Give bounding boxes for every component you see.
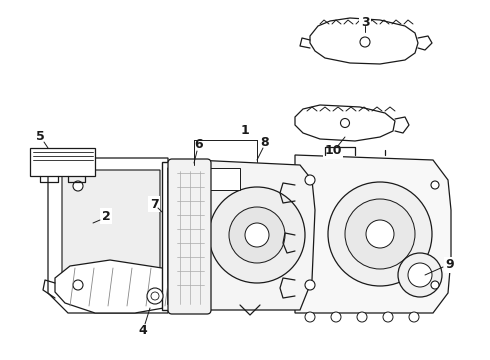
Text: 8: 8 bbox=[261, 135, 270, 148]
Circle shape bbox=[345, 199, 415, 269]
Polygon shape bbox=[55, 260, 193, 313]
Circle shape bbox=[383, 312, 393, 322]
Polygon shape bbox=[295, 105, 395, 141]
Polygon shape bbox=[48, 158, 168, 313]
Circle shape bbox=[431, 181, 439, 189]
Polygon shape bbox=[62, 170, 160, 301]
Circle shape bbox=[305, 175, 315, 185]
Circle shape bbox=[328, 182, 432, 286]
Text: 10: 10 bbox=[324, 144, 342, 158]
Circle shape bbox=[409, 312, 419, 322]
Text: 1: 1 bbox=[241, 123, 249, 136]
Text: 4: 4 bbox=[139, 324, 147, 337]
Circle shape bbox=[245, 223, 269, 247]
Circle shape bbox=[147, 288, 163, 304]
Circle shape bbox=[408, 263, 432, 287]
Circle shape bbox=[360, 37, 370, 47]
FancyBboxPatch shape bbox=[168, 159, 211, 314]
Circle shape bbox=[398, 253, 442, 297]
Polygon shape bbox=[203, 168, 240, 190]
Polygon shape bbox=[295, 155, 451, 313]
Text: 5: 5 bbox=[36, 130, 45, 143]
Circle shape bbox=[209, 187, 305, 283]
Circle shape bbox=[331, 312, 341, 322]
Polygon shape bbox=[195, 160, 315, 310]
Polygon shape bbox=[167, 168, 185, 304]
Circle shape bbox=[431, 281, 439, 289]
Text: 7: 7 bbox=[149, 198, 158, 211]
Circle shape bbox=[73, 280, 83, 290]
Text: 2: 2 bbox=[101, 210, 110, 222]
Polygon shape bbox=[30, 148, 95, 176]
Polygon shape bbox=[162, 162, 190, 310]
Circle shape bbox=[73, 181, 83, 191]
Circle shape bbox=[341, 118, 349, 127]
Circle shape bbox=[305, 312, 315, 322]
Text: 3: 3 bbox=[361, 15, 369, 28]
Circle shape bbox=[305, 280, 315, 290]
Circle shape bbox=[357, 312, 367, 322]
Text: 9: 9 bbox=[446, 258, 454, 271]
Polygon shape bbox=[310, 18, 418, 64]
Text: 6: 6 bbox=[195, 139, 203, 152]
Circle shape bbox=[229, 207, 285, 263]
Circle shape bbox=[151, 292, 159, 300]
Circle shape bbox=[366, 220, 394, 248]
